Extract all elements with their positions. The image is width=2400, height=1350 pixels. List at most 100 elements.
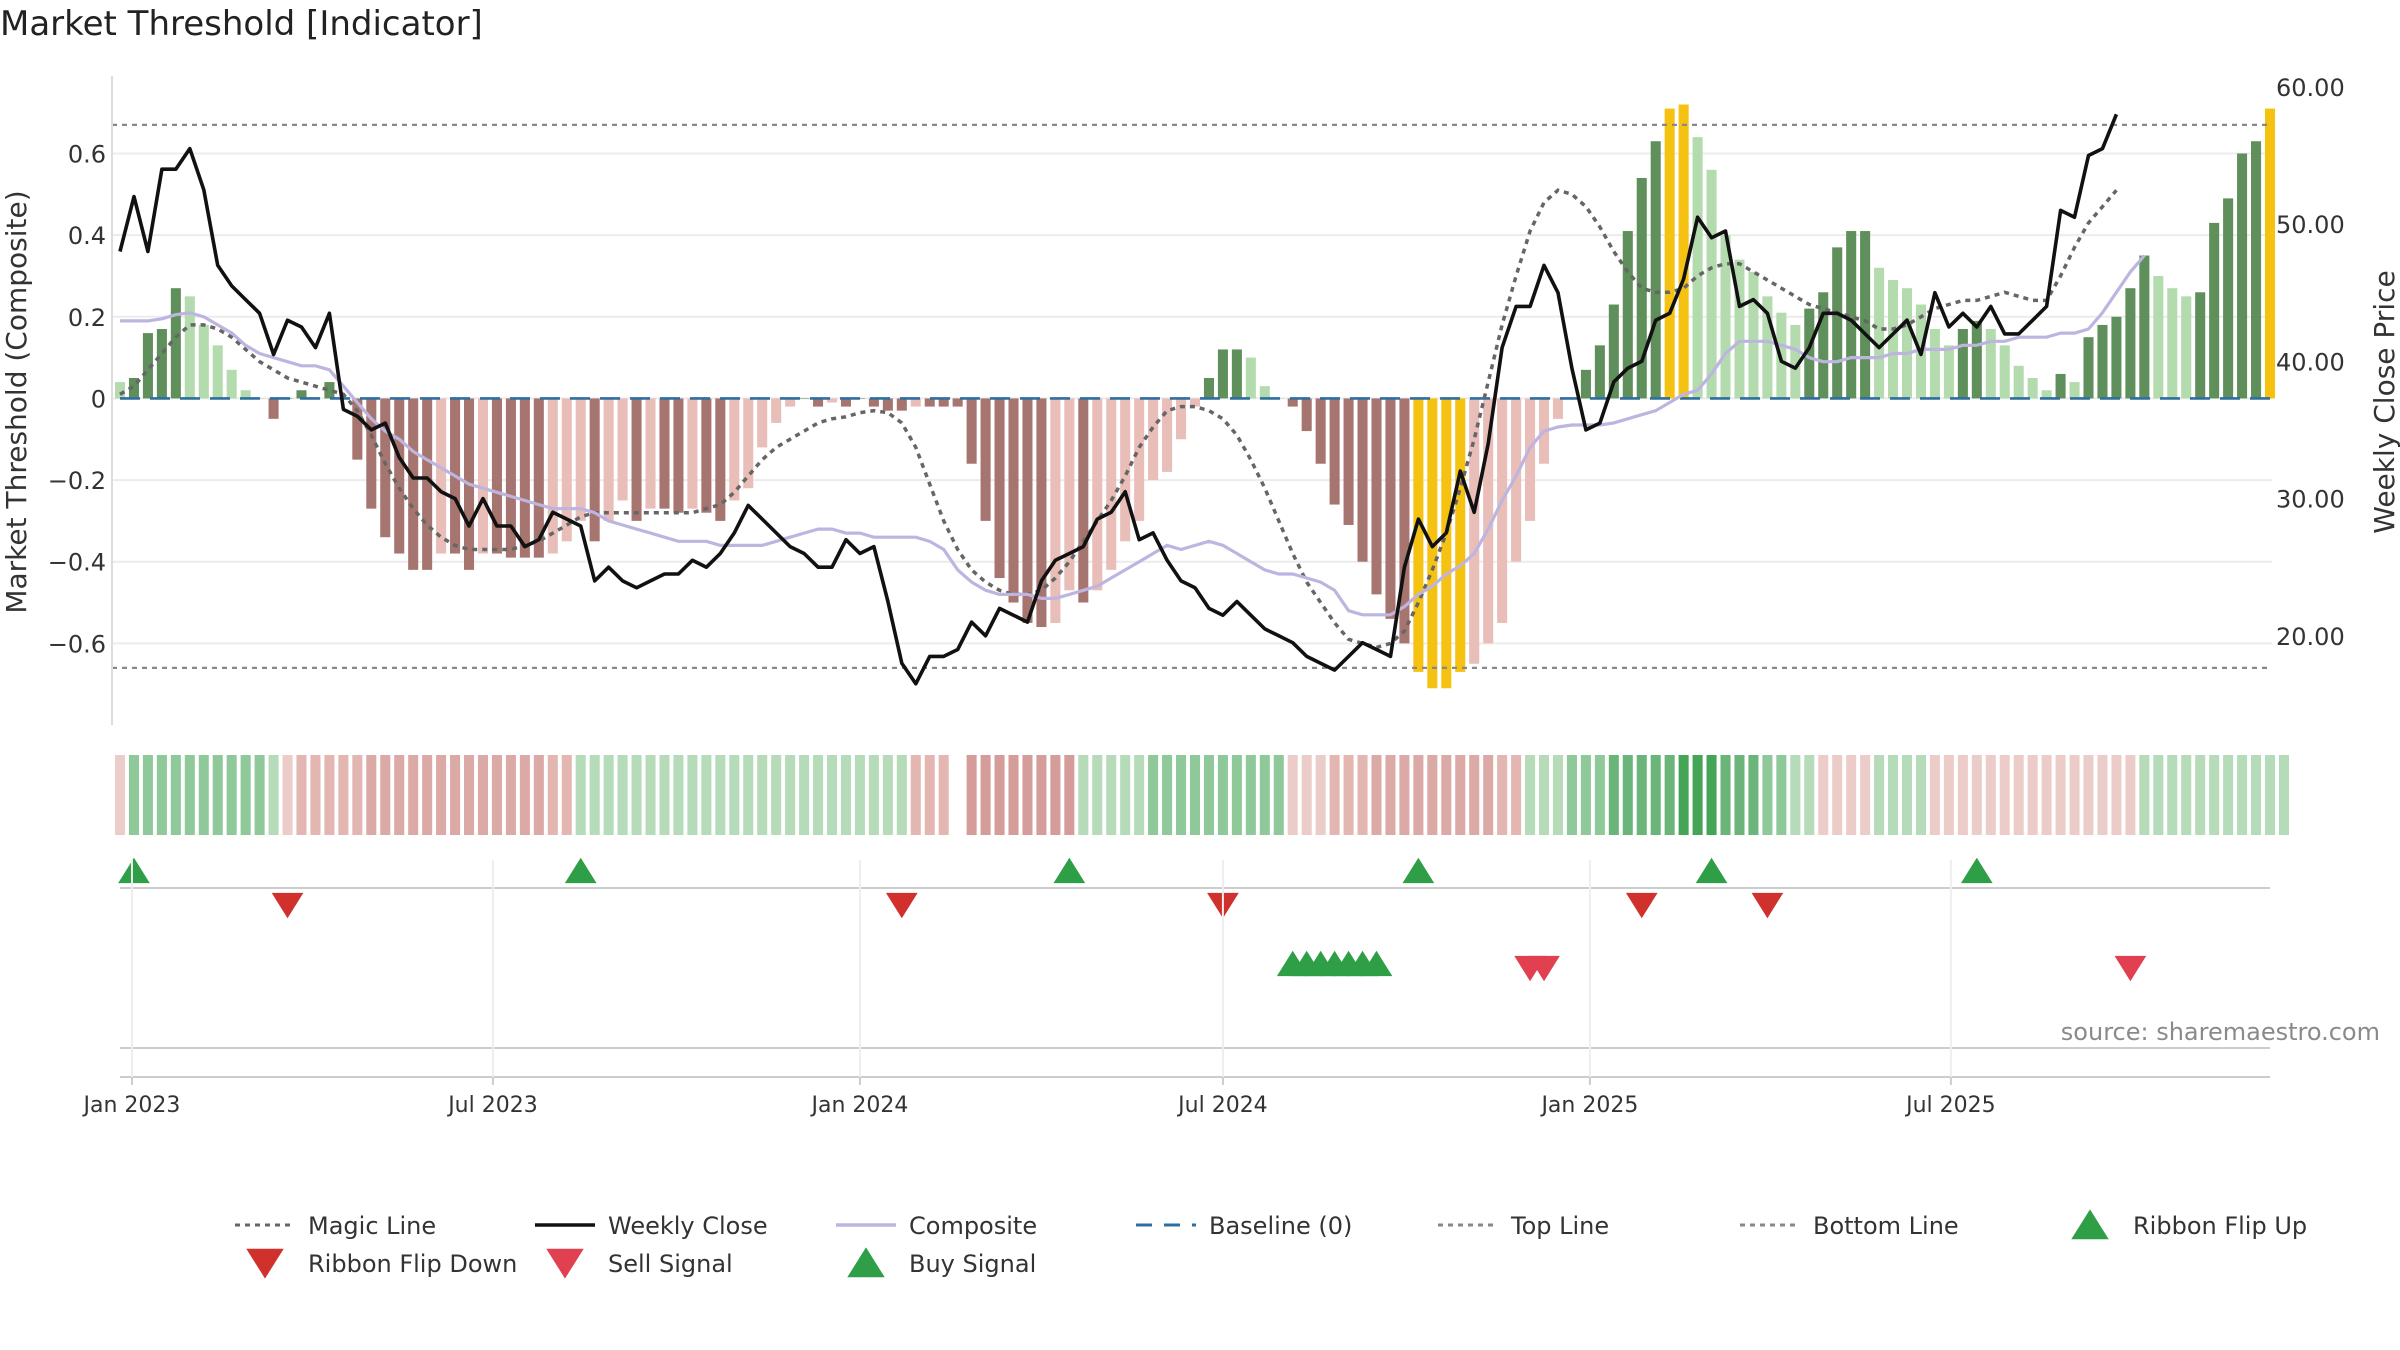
- histogram-bar: [2111, 316, 2122, 399]
- ribbon-cell: [1888, 755, 1899, 835]
- ribbon-cell: [1734, 755, 1745, 835]
- histogram-bar: [799, 398, 810, 399]
- weekly-close-line: [118, 113, 2119, 686]
- ribbon-cell: [980, 755, 991, 835]
- ribbon-cell: [715, 755, 726, 835]
- histogram-bar: [1148, 398, 1159, 481]
- histogram-bar: [1036, 398, 1047, 628]
- histogram-bar: [715, 398, 726, 521]
- histogram-bar: [994, 398, 1005, 579]
- histogram-bar: [2209, 222, 2220, 399]
- ribbon-cell: [1943, 755, 1954, 835]
- ribbon-cell: [2278, 755, 2289, 835]
- histogram-bar: [1636, 177, 1647, 399]
- ribbon-cell: [966, 755, 977, 835]
- histogram-bar: [2195, 292, 2206, 399]
- y-axis-label: Market Threshold (Composite): [0, 190, 33, 613]
- histogram-bar: [1846, 231, 1857, 399]
- histogram-bar: [1901, 288, 1913, 399]
- ribbon-cell: [2097, 755, 2108, 835]
- y2-tick-label: 20.00: [2276, 623, 2345, 651]
- histogram-bar: [896, 398, 907, 411]
- histogram-bar: [1217, 349, 1228, 399]
- ribbon-cell: [519, 755, 530, 835]
- histogram-bar: [673, 398, 684, 513]
- ribbon-cell: [1552, 755, 1564, 835]
- ribbon-cell: [1357, 755, 1368, 835]
- ribbon-cell: [1022, 755, 1033, 835]
- histogram-bar: [1971, 320, 1982, 399]
- histogram-bar: [1594, 345, 1605, 399]
- histogram-bar: [1455, 398, 1466, 672]
- legend-label: Ribbon Flip Down: [308, 1250, 517, 1278]
- ribbon-cell: [1692, 755, 1703, 835]
- histogram-bar: [1957, 329, 1968, 399]
- ribbon-cell: [1092, 755, 1103, 835]
- histogram-bar: [519, 398, 530, 558]
- ribbon-cell: [1259, 755, 1270, 835]
- histogram-bar: [1287, 398, 1298, 407]
- histogram-bar: [505, 398, 516, 558]
- ribbon-cell: [170, 755, 181, 835]
- histogram-bar: [575, 398, 586, 521]
- histogram-bar: [2251, 141, 2262, 399]
- histogram-bar: [785, 398, 796, 407]
- ribbon-cell: [2027, 755, 2038, 835]
- histogram-bar: [687, 398, 698, 509]
- legend-item: Magic Line: [235, 1212, 436, 1240]
- histogram-bar: [1985, 329, 1996, 399]
- ribbon-cell: [505, 755, 516, 835]
- histogram-bar: [212, 345, 223, 399]
- ribbon-cell: [1832, 755, 1843, 835]
- ribbon-cell: [854, 755, 865, 835]
- histogram-bar: [184, 296, 195, 399]
- y2-tick-label: 40.00: [2276, 348, 2345, 376]
- ribbon-cell: [1762, 755, 1773, 835]
- ribbon-cell: [1371, 755, 1382, 835]
- ribbon-cell: [1636, 755, 1647, 835]
- ribbon-cell: [1245, 755, 1256, 835]
- ribbon-cell: [799, 755, 810, 835]
- histogram-bar: [1092, 398, 1103, 591]
- ribbon-cell: [282, 755, 293, 835]
- legend-label: Bottom Line: [1813, 1212, 1959, 1240]
- ribbon-cell: [1231, 755, 1242, 835]
- chart-title: Market Threshold [Indicator]: [0, 4, 483, 44]
- histogram-bar: [2013, 365, 2024, 399]
- histogram-bar: [1050, 398, 1061, 623]
- histogram-bar: [394, 398, 405, 554]
- histogram-bar: [1078, 398, 1089, 603]
- ribbon-cell: [366, 755, 377, 835]
- ribbon-cell: [1287, 755, 1298, 835]
- histogram-bar: [226, 369, 237, 399]
- legend-item: Ribbon Flip Up: [2071, 1209, 2307, 1240]
- histogram-bar: [1203, 378, 1214, 399]
- ribbon-flip-down-marker: [1751, 892, 1784, 919]
- histogram-bar: [603, 398, 614, 521]
- ribbon-cell: [1874, 755, 1885, 835]
- histogram-bar: [408, 398, 419, 570]
- ribbon-cell: [631, 755, 642, 835]
- histogram-bar: [1678, 104, 1689, 399]
- ribbon-cell: [1525, 755, 1536, 835]
- y-tick-label: −0.6: [48, 630, 106, 658]
- histogram-bar: [910, 398, 921, 407]
- legend-item: Buy Signal: [847, 1247, 1036, 1278]
- histogram-bar: [1385, 398, 1396, 619]
- ribbon-flip-down-marker: [885, 892, 918, 919]
- ribbon-cell: [729, 755, 740, 835]
- histogram-bar: [2041, 390, 2052, 399]
- histogram-bar: [1720, 235, 1731, 399]
- ribbon-cell: [2237, 755, 2248, 835]
- ribbon-cell: [659, 755, 670, 835]
- x-tick-label: Jan 2024: [809, 1093, 908, 1118]
- legend-item: Bottom Line: [1740, 1212, 1959, 1240]
- histogram-bar: [533, 398, 544, 558]
- y-tick-label: 0.4: [68, 222, 106, 250]
- histogram-bar: [1874, 267, 1885, 399]
- legend-item: Baseline (0): [1136, 1212, 1352, 1240]
- y-tick-label: −0.2: [48, 467, 106, 495]
- legend-swatch: [2071, 1209, 2109, 1240]
- histogram-bar: [352, 398, 363, 460]
- axes-layer: 0.6 0.4 0.2 0 −0.2 −0.4 −0.6 60.00 50.00 40.00 30.…: [0, 74, 2400, 725]
